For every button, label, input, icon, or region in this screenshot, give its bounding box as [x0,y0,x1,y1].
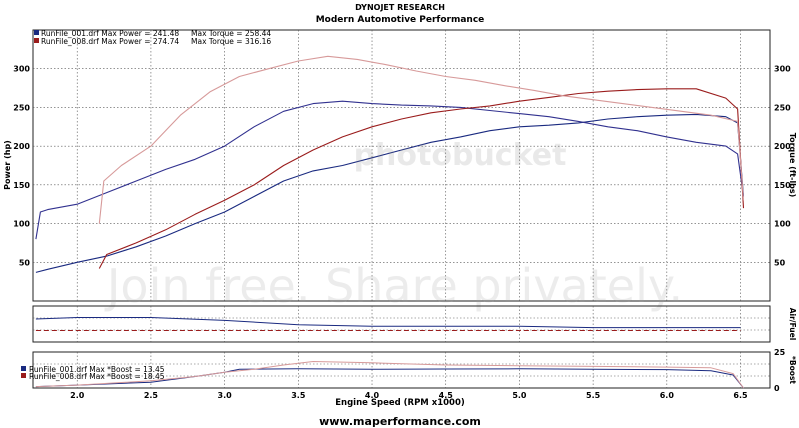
boost-tick-label: 25 [774,348,786,357]
x-tick-label: 3.5 [291,391,306,400]
boost-series [35,361,744,389]
power-axis-label: Power (hp) [3,140,12,190]
power-tick-label: 100 [13,220,30,229]
torque-tick-label: 100 [774,220,791,229]
main-yticks-right: 50 100 150 200 250 300 [774,65,791,268]
x-axis-label: Engine Speed (RPM x1000) [335,398,465,408]
boost-tick-label: 0 [774,384,780,393]
main-legend: RunFile_001.drf Max Power = 241.48 Max T… [34,29,271,46]
power-tick-label: 150 [13,181,30,190]
watermark-tagline: Join free. Share privately. [104,259,683,313]
boost-axis-label: *Boost [788,356,797,384]
boost-legend-run2: RunFile_008.drf Max *Boost = 18.45 [29,372,165,381]
run1-power-line [35,113,745,273]
chart-title: DYNOJET RESEARCH [355,3,445,12]
boost-legend-swatch-run1 [21,366,26,371]
run2-boost-line [35,361,744,389]
boost-panel: 0 25 *Boost RunFile_001.drf Max *Boost = … [21,348,797,393]
x-tick-label: 6.5 [733,391,748,400]
torque-tick-label: 200 [774,142,791,151]
power-tick-label: 250 [13,103,30,112]
main-panel-frame [32,29,771,302]
main-series [35,55,745,273]
power-tick-label: 300 [13,65,30,74]
main-yticks-left: 50 100 150 200 250 300 [13,65,30,268]
legend-run1: RunFile_001.drf Max Power = 241.48 Max T… [41,29,271,38]
x-tick-label: 6.0 [660,391,675,400]
run2-power-line [98,88,745,269]
main-grid [33,30,770,301]
x-tick-label: 4.0 [365,391,380,400]
torque-tick-label: 300 [774,65,791,74]
legend-swatch-run2 [34,38,39,43]
power-tick-label: 50 [19,258,31,267]
power-tick-label: 200 [13,142,30,151]
torque-tick-label: 50 [774,258,786,267]
legend-run2: RunFile_008.drf Max Power = 274.74 Max T… [41,37,271,46]
watermark-logo: photobucket [354,138,567,173]
run1-torque-line [35,100,745,240]
run2-torque-line [98,55,745,224]
photobucket-watermark: photobucket Join free. Share privately. [104,138,683,313]
footer-website: www.maperformance.com [319,415,481,428]
air-fuel-series [35,317,741,331]
torque-tick-label: 150 [774,181,791,190]
x-tick-label: 5.0 [512,391,527,400]
torque-tick-label: 250 [774,103,791,112]
boost-yticks: 0 25 [774,348,786,393]
torque-axis-label: Torque (ft-lbs) [788,133,797,198]
x-tick-label: 2.0 [70,391,85,400]
air-fuel-axis-label: Air/Fuel [788,308,797,341]
chart-subtitle: Modern Automotive Performance [316,15,485,25]
boost-legend-swatch-run2 [21,373,26,378]
air-fuel-panel-frame [32,305,771,343]
run1-air-fuel-line [35,317,741,329]
boost-legend-run1: RunFile_001.drf Max *Boost = 13.45 [29,365,165,374]
x-tick-label: 3.0 [218,391,233,400]
boost-panel-frame [32,351,771,389]
legend-swatch-run1 [34,30,39,35]
run1-boost-line [35,368,744,389]
x-tick-label: 2.5 [144,391,159,400]
air-fuel-panel: Air/Fuel [32,305,797,343]
x-tick-label: 4.5 [439,391,454,400]
main-panel: 50 100 150 200 250 300 50 100 150 200 250 300 Powe… [3,29,797,302]
x-tick-label: 5.5 [586,391,601,400]
x-axis-ticks: 2.0 2.5 3.0 3.5 4.0 4.5 5.0 5.5 6.0 6.5 [70,391,748,400]
